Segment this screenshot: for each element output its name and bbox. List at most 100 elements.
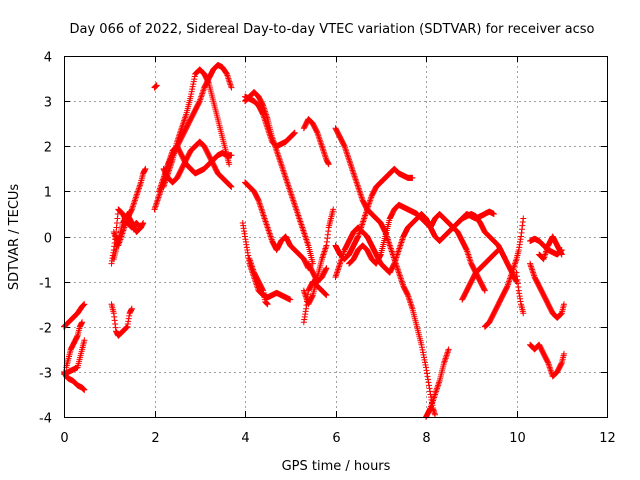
data-point [494,248,501,255]
series-s27 [423,346,452,420]
series-s3 [63,319,86,371]
y-tick-label: -1 [39,277,52,292]
data-point [557,311,564,318]
data-point [228,84,235,91]
data-point [228,183,235,190]
data-point [421,356,428,363]
y-tick-label: 3 [44,96,52,111]
data-point [445,346,452,353]
data-point [123,324,130,331]
data-point [264,301,271,308]
series-s5 [108,301,135,339]
series-s13 [160,138,235,190]
x-tick-label: 12 [599,431,616,446]
data-point [81,386,88,393]
data-point [142,165,149,172]
data-point [153,82,160,89]
data-point [561,301,568,308]
data-point [544,358,551,365]
y-tick-label: 4 [44,51,52,66]
data-point [189,83,196,90]
series-s29 [481,215,527,330]
data-point [418,344,425,351]
data-point [421,359,428,366]
data-point [227,183,234,190]
data-point [558,360,565,367]
data-point [128,207,135,214]
data-point [503,284,510,291]
data-point [190,78,197,85]
data-point [463,246,470,253]
series-s34 [527,235,565,258]
data-point [561,350,568,357]
data-point [325,161,332,168]
data-point [123,324,130,331]
data-point [409,174,416,181]
data-point [227,182,234,189]
data-point [420,354,427,361]
x-tick-label: 2 [151,431,159,446]
data-point [520,215,527,222]
data-point [330,206,337,213]
x-tick-label: 10 [509,431,526,446]
data-point [205,79,212,86]
data-point [418,341,425,348]
x-tick-labels: 0 2 4 6 8 10 12 [60,431,615,446]
data-point [427,388,434,395]
data-point [427,405,434,412]
series-s12 [160,66,233,190]
data-point [189,86,196,93]
data-point [291,130,298,137]
data-point [377,252,384,259]
data-point [404,291,411,298]
data-point [495,247,502,254]
data-point [494,247,501,254]
data-point [422,361,429,368]
data-point [191,73,198,80]
data-point [188,88,195,95]
data-point [490,210,497,217]
y-tick-label: -2 [39,322,52,337]
data-point [323,292,330,299]
data-point [128,305,135,312]
data-point [424,373,431,380]
y-tick-label: -4 [39,412,52,427]
series-s17 [242,179,312,272]
data-point [226,161,233,168]
series-s19 [300,116,332,168]
data-points [61,62,568,420]
y-tick-label: 1 [44,186,52,201]
series-s25 [332,165,416,263]
series-s9 [151,82,160,91]
series-s28 [459,247,502,303]
data-point [140,219,147,226]
y-tick-label: 2 [44,141,52,156]
x-tick-label: 0 [60,431,68,446]
chart-title: Day 066 of 2022, Sidereal Day-to-day VTE… [70,22,595,37]
data-point [341,142,348,149]
data-point [259,286,266,293]
data-point [255,196,262,203]
y-axis-label: SDTVAR / TECUs [7,184,22,291]
series-s33 [527,260,568,321]
data-point [188,91,195,98]
data-point [291,129,298,136]
y-tick-label: -3 [39,367,52,382]
series-s8 [110,210,147,263]
data-point [259,101,266,108]
x-tick-label: 6 [332,431,340,446]
data-point [196,99,203,106]
data-point [322,266,329,273]
data-point [425,379,432,386]
data-point [426,385,433,392]
series-s4 [61,337,88,378]
data-point [354,234,361,241]
x-tick-label: 4 [241,431,249,446]
data-point [290,130,297,137]
grid-lines [64,56,607,417]
data-point [558,250,565,257]
series-s20 [300,206,337,308]
data-point [423,364,429,371]
